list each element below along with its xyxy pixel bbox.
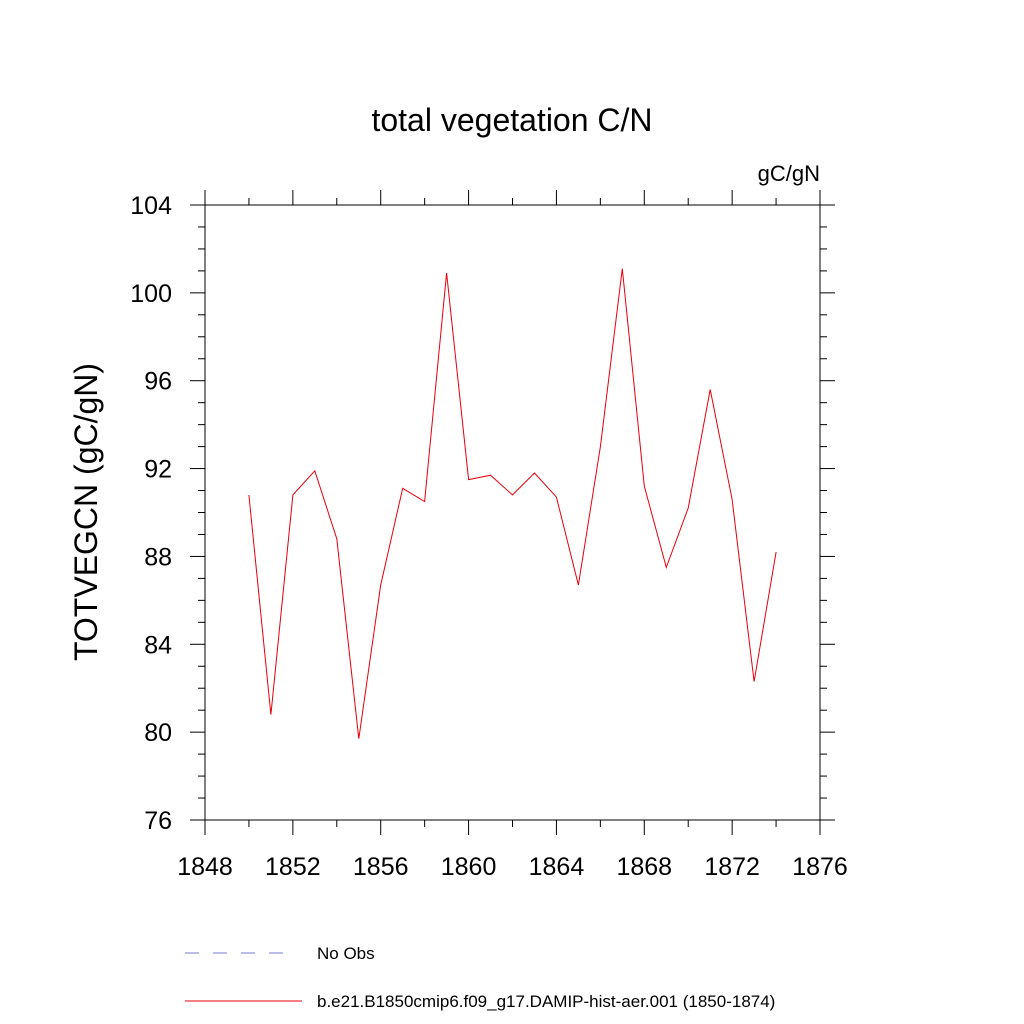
x-tick-label: 1860 <box>441 853 497 881</box>
chart-title: total vegetation C/N <box>371 102 652 138</box>
legend-label-model: b.e21.B1850cmip6.f09_g17.DAMIP-hist-aer.… <box>317 992 775 1011</box>
y-tick-label: 84 <box>144 631 172 659</box>
legend-label-no-obs: No Obs <box>317 944 375 963</box>
y-tick-label: 100 <box>130 280 172 308</box>
x-tick-label: 1868 <box>616 853 672 881</box>
x-tick-label: 1848 <box>177 853 233 881</box>
x-tick-label: 1852 <box>265 853 321 881</box>
x-tick-label: 1856 <box>353 853 409 881</box>
y-tick-labels: 76 80 84 88 92 96 100 104 <box>130 192 172 835</box>
series-line <box>248 268 777 739</box>
legend: No Obs b.e21.B1850cmip6.f09_g17.DAMIP-hi… <box>185 944 775 1011</box>
y-tick-label: 80 <box>144 719 172 747</box>
y-axis-label: TOTVEGCN (gC/gN) <box>68 363 104 661</box>
plot-frame <box>204 204 821 821</box>
x-tick-label: 1876 <box>792 853 848 881</box>
y-tick-label: 88 <box>144 543 172 571</box>
y-tick-label: 92 <box>144 456 172 484</box>
x-tick-label: 1872 <box>704 853 760 881</box>
y-tick-label: 96 <box>144 368 172 396</box>
x-tick-labels: 1848 1852 1856 1860 1864 1868 1872 1876 <box>177 853 848 881</box>
y-tick-label: 104 <box>130 192 172 220</box>
units-label: gC/gN <box>758 161 820 186</box>
axis-ticks <box>190 190 835 835</box>
y-tick-label: 76 <box>144 807 172 835</box>
x-tick-label: 1864 <box>529 853 585 881</box>
series-group <box>248 268 777 739</box>
